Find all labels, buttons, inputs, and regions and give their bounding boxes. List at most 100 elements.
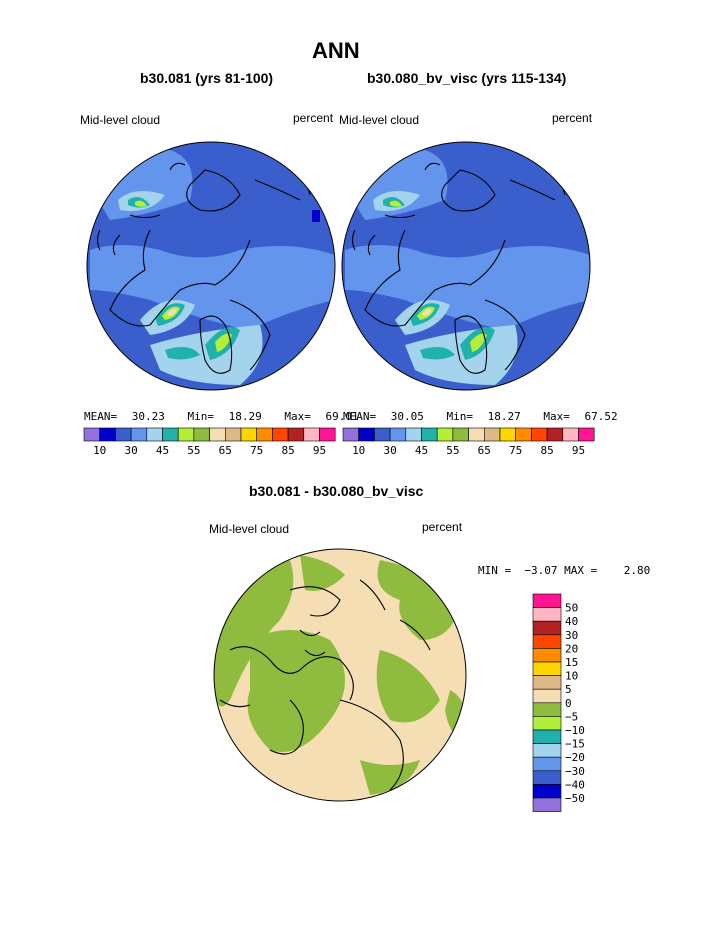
right-mean-label: MEAN= [343, 410, 377, 423]
colorbar-left-tick: 30 [124, 444, 137, 457]
colorbar-diff-tick: −10 [565, 724, 585, 737]
colorbar-left-tick: 10 [93, 444, 106, 457]
colorbar-right-tick: 45 [415, 444, 428, 457]
colorbar-left-swatch [240, 427, 257, 442]
colorbar-left-swatch [193, 427, 210, 442]
colorbar-right-swatch [405, 427, 422, 442]
panel-right-title: b30.080_bv_visc (yrs 115-134) [367, 70, 567, 86]
colorbar-diff-swatch [532, 661, 562, 676]
colorbar-left-swatch [146, 427, 163, 442]
colorbar-right-swatch [421, 427, 438, 442]
colorbar-right-swatch [436, 427, 454, 442]
right-max-label: Max= [543, 410, 570, 423]
colorbar-left-tick: 65 [219, 444, 232, 457]
colorbar-diff-swatch [532, 688, 562, 704]
colorbar-diff-tick: 40 [565, 615, 578, 628]
colorbar-diff-swatch [532, 743, 562, 758]
colorbar-diff-swatch [532, 784, 562, 799]
colorbar-diff-swatch [532, 716, 562, 731]
colorbar-right-swatch [515, 427, 532, 442]
diff-panel-title: b30.081 - b30.080_bv_visc [249, 483, 424, 499]
colorbar-diff-swatch [532, 593, 562, 608]
right-mean-value: 30.05 [390, 410, 424, 423]
colorbar-diff-swatch [532, 770, 562, 785]
left-min-label: Min= [187, 410, 215, 423]
colorbar-right-swatch [483, 427, 501, 442]
colorbar-left-swatch [162, 427, 179, 442]
left-variable-label: Mid-level cloud [80, 113, 161, 127]
colorbar-right-tick: 30 [383, 444, 396, 457]
left-min-value: 18.29 [228, 410, 262, 423]
colorbar-left-tick: 75 [250, 444, 263, 457]
colorbar-diff-tick: 0 [565, 697, 572, 710]
colorbar-left-swatch [303, 427, 320, 442]
left-max-value: 69.01 [325, 410, 359, 423]
colorbar-diff-swatch [532, 648, 562, 663]
colorbar-right-swatch [546, 427, 564, 442]
colorbar-diff-tick: −30 [565, 765, 585, 778]
colorbar-left-tick: 45 [156, 444, 169, 457]
colorbar-diff-swatch [532, 620, 562, 636]
right-variable-label: Mid-level cloud [339, 113, 420, 127]
left-max-label: Max= [284, 410, 311, 423]
colorbar-right-swatch [562, 427, 579, 442]
colorbar-right-tick: 85 [540, 444, 553, 457]
colorbar-left-swatch [130, 427, 148, 442]
colorbar-left-tick: 95 [313, 444, 326, 457]
diff-variable-label: Mid-level cloud [209, 522, 290, 536]
panel-left-title: b30.081 (yrs 81-100) [140, 70, 274, 86]
left-mean-label: MEAN= [84, 410, 118, 423]
diff-unit-label: percent [422, 520, 463, 534]
colorbar-right-swatch [374, 427, 391, 442]
colorbar-diff-tick: 5 [565, 683, 572, 696]
page-title: ANN [312, 38, 360, 63]
colorbar-diff-swatch [532, 729, 562, 744]
colorbar-diff-tick: −15 [565, 738, 585, 751]
colorbar-right-swatch [452, 427, 469, 442]
colorbar-right-swatch [358, 427, 375, 442]
colorbar-left-swatch [319, 427, 336, 442]
colorbar-left-swatch [287, 427, 305, 442]
colorbar-diff-swatch [532, 797, 562, 812]
colorbar-left-swatch [256, 427, 273, 442]
colorbar-left-tick: 55 [187, 444, 200, 457]
colorbar-diff-tick: 50 [565, 602, 578, 615]
right-min-label: Min= [446, 410, 474, 423]
colorbar-right-swatch [468, 427, 485, 442]
colorbar-diff-swatch [532, 607, 562, 622]
right-unit-label: percent [552, 111, 593, 125]
right-min-value: 18.27 [487, 410, 521, 423]
colorbar-diff-swatch [532, 675, 562, 690]
colorbar-diff-tick: 30 [565, 629, 578, 642]
colorbar-right-tick: 95 [572, 444, 585, 457]
left-stats: MEAN= 30.23 Min= 18.29 Max= 69.01 [84, 410, 359, 423]
colorbar-diff-tick: −5 [565, 710, 578, 723]
colorbar-diff-tick: 20 [565, 642, 578, 655]
colorbar-diff-tick: −40 [565, 778, 585, 791]
colorbar-right-tick: 65 [478, 444, 491, 457]
left-unit-label: percent [293, 111, 334, 125]
colorbar-right-swatch [342, 427, 359, 442]
colorbar-left-swatch [177, 427, 195, 442]
right-max-value: 67.52 [584, 410, 618, 423]
colorbar-diff-tick: −20 [565, 751, 585, 764]
colorbar-diff-tick: 10 [565, 670, 578, 683]
colorbar-diff-tick: −50 [565, 792, 585, 805]
colorbar-right-tick: 10 [352, 444, 365, 457]
colorbar-right-tick: 75 [509, 444, 522, 457]
colorbar-diff-swatch [532, 756, 562, 772]
colorbar-left-swatch [225, 427, 242, 442]
colorbar-left-tick: 85 [281, 444, 294, 457]
colorbar-right-swatch [389, 427, 407, 442]
colorbar-left-swatch [209, 427, 226, 442]
colorbar-left-swatch [83, 427, 100, 442]
colorbar-diff-tick: 15 [565, 656, 578, 669]
colorbar-left-swatch [272, 427, 289, 442]
colorbar-diff-swatch [532, 634, 562, 649]
colorbar-right-swatch [578, 427, 595, 442]
colorbar-right-swatch [531, 427, 548, 442]
colorbar-left-swatch [115, 427, 132, 442]
left-mean-value: 30.23 [131, 410, 165, 423]
colorbar-right-tick: 55 [446, 444, 459, 457]
